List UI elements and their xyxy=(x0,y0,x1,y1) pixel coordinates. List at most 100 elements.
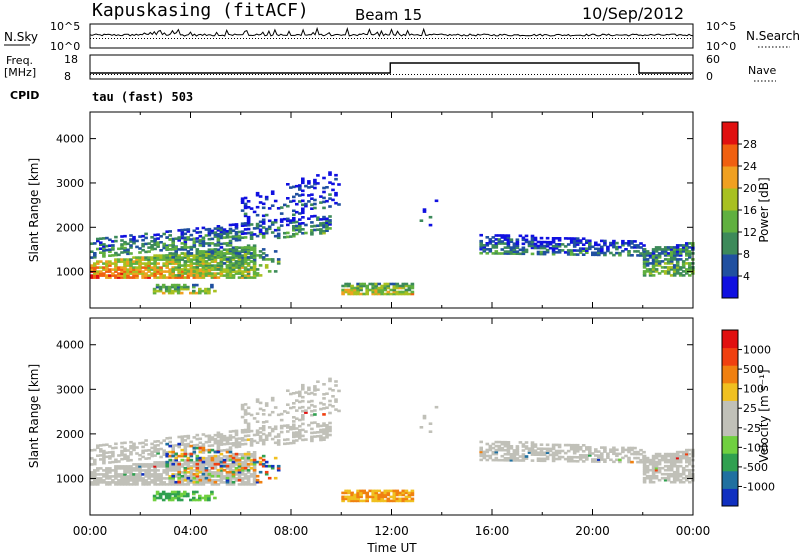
velocity-cell xyxy=(328,433,332,437)
velocity-cell xyxy=(639,448,643,452)
power-cell xyxy=(286,235,290,239)
power-cell xyxy=(685,272,689,275)
velocity-cell xyxy=(548,453,553,457)
velocity-cell xyxy=(213,459,218,462)
power-cell xyxy=(195,254,200,257)
power-cell xyxy=(213,254,218,257)
power-cell xyxy=(123,240,127,244)
velocity-cell xyxy=(313,387,317,390)
velocity-cell xyxy=(298,424,302,428)
power-cell xyxy=(117,260,121,263)
power-cell xyxy=(210,274,215,277)
power-cell xyxy=(380,284,384,288)
power-cell xyxy=(258,228,263,232)
power-cell xyxy=(551,241,556,244)
velocity-cell xyxy=(177,480,181,484)
power-cell xyxy=(186,236,191,239)
velocity-cell xyxy=(192,492,196,496)
velocity-cell xyxy=(500,448,505,452)
power-cell xyxy=(174,252,178,255)
velocity-cell xyxy=(195,433,200,437)
velocity-cell xyxy=(129,471,133,474)
power-cell xyxy=(255,272,260,275)
power-cell xyxy=(572,249,577,252)
velocity-cell xyxy=(129,465,133,468)
power-cell xyxy=(301,216,305,219)
velocity-cell xyxy=(207,448,212,452)
velocity-cell xyxy=(688,452,692,456)
power-cell xyxy=(177,276,181,279)
power-cell xyxy=(183,240,188,244)
power-cell xyxy=(231,237,236,240)
power-cell xyxy=(681,246,686,249)
power-cell xyxy=(144,236,148,240)
velocity-cell xyxy=(240,477,245,480)
power-cell xyxy=(192,285,196,289)
power-cell xyxy=(201,244,206,248)
velocity-cell xyxy=(252,458,257,462)
velocity-cell xyxy=(666,466,671,470)
power-cell xyxy=(688,274,692,277)
velocity-cell xyxy=(365,493,369,497)
power-cell xyxy=(192,270,197,273)
power-cell xyxy=(219,254,224,257)
power-cell xyxy=(503,252,508,255)
power-cell xyxy=(651,270,656,273)
velocity-cell xyxy=(334,408,338,411)
power-cell xyxy=(243,254,248,257)
velocity-cell xyxy=(216,457,221,460)
velocity-cell xyxy=(551,457,556,461)
power-cell xyxy=(174,258,178,261)
velocity-cell xyxy=(225,436,230,440)
power-cell xyxy=(246,270,251,273)
velocity-cell xyxy=(648,474,653,478)
power-cell xyxy=(685,248,689,251)
power-cell xyxy=(600,251,604,255)
power-cell xyxy=(171,237,175,241)
velocity-cell xyxy=(669,460,674,464)
power-cell xyxy=(204,234,209,237)
power-cell xyxy=(319,228,323,231)
power-cell xyxy=(129,270,133,273)
power-cell xyxy=(168,244,172,247)
power-cell xyxy=(105,236,109,240)
power-cell xyxy=(621,249,625,253)
power-cell xyxy=(186,238,191,241)
power-cell xyxy=(350,292,354,296)
velocity-cell xyxy=(512,459,517,462)
velocity-cell xyxy=(386,491,391,495)
power-cell xyxy=(383,284,388,288)
velocity-cell xyxy=(313,393,317,396)
velocity-cell xyxy=(231,444,236,447)
velocity-cell xyxy=(174,465,178,468)
velocity-cell xyxy=(386,493,391,497)
velocity-cell xyxy=(246,483,251,486)
velocity-cell xyxy=(572,447,577,451)
velocity-cell xyxy=(114,469,118,472)
velocity-cell xyxy=(123,475,127,478)
velocity-cell xyxy=(362,499,366,503)
power-cell xyxy=(129,246,133,249)
power-cell xyxy=(147,264,151,267)
velocity-cell xyxy=(497,448,502,452)
power-cell xyxy=(545,242,550,246)
velocity-cell xyxy=(207,494,211,498)
power-cell xyxy=(353,288,357,292)
velocity-cell xyxy=(530,441,535,444)
velocity-cell xyxy=(612,450,616,454)
power-cell xyxy=(524,240,529,244)
power-cell xyxy=(675,260,680,263)
power-cell xyxy=(183,232,188,236)
velocity-cell xyxy=(651,460,656,464)
power-cell xyxy=(585,251,589,254)
power-cell xyxy=(512,248,517,251)
velocity-cell xyxy=(322,383,326,386)
power-cell xyxy=(156,268,160,271)
velocity-cell xyxy=(377,497,381,501)
power-cell xyxy=(105,274,109,277)
power-cell xyxy=(159,254,163,257)
velocity-cell xyxy=(304,438,308,441)
velocity-cell xyxy=(648,478,653,482)
velocity-cell xyxy=(645,458,650,462)
power-cell xyxy=(222,232,227,235)
